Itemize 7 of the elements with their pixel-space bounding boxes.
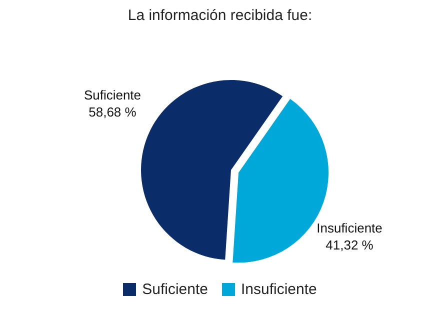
chart-title: La información recibida fue: (128, 7, 312, 24)
legend-label: Insuficiente (240, 281, 317, 298)
data-label: 41,32 % (326, 238, 374, 253)
data-label: 58,68 % (88, 104, 137, 120)
legend-label: Suficiente (141, 281, 208, 298)
slice-label: Insuficiente (316, 220, 382, 236)
slice-label: Suficiente (84, 87, 142, 102)
